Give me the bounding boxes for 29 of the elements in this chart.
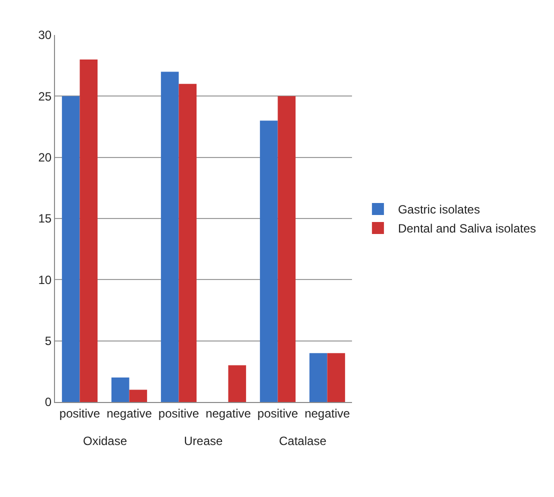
y-tick-label: 30 — [38, 28, 52, 42]
legend-label: Gastric isolates — [398, 202, 480, 217]
text: Oxidase — [83, 434, 128, 448]
bar — [160, 72, 179, 402]
x-tick-label: negative — [106, 406, 152, 420]
text: Catalase — [279, 434, 327, 448]
bar — [62, 96, 80, 402]
x-tick-label: positive — [257, 406, 298, 420]
bar — [111, 378, 130, 402]
y-tick-label: 25 — [38, 89, 52, 104]
bar — [327, 353, 346, 402]
y-tick-label: 10 — [38, 272, 52, 287]
bar — [178, 84, 197, 402]
bar — [260, 120, 278, 402]
x-tick-label: positive — [158, 406, 200, 420]
y-tick-label: 20 — [38, 150, 52, 165]
y-tick-label: 0 — [44, 395, 52, 410]
bar — [309, 353, 328, 402]
y-tick-label: 5 — [44, 334, 52, 348]
legend-label: Dental and Saliva isolates — [398, 222, 536, 236]
x-tick-label: negative — [206, 406, 252, 420]
y-tick-label: 15 — [38, 212, 52, 226]
bar — [80, 59, 98, 402]
bar — [129, 390, 148, 402]
bar — [278, 96, 296, 402]
x-tick-label: positive — [59, 406, 100, 420]
text: Urease — [184, 434, 224, 448]
bar — [228, 365, 246, 402]
x-tick-label: negative — [304, 406, 350, 420]
